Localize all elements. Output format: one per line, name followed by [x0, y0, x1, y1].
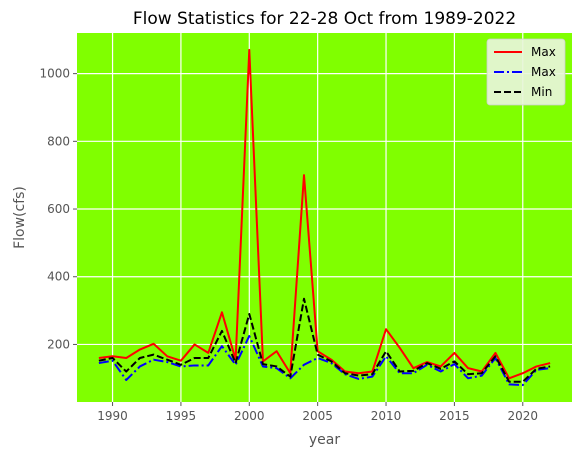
legend-box	[486, 38, 566, 106]
x-axis-label: year	[309, 432, 340, 448]
x-tick-label: 2005	[302, 409, 333, 423]
y-tick-label: 400	[47, 270, 70, 284]
legend: Max Max Min	[486, 38, 566, 106]
y-tick-label: 600	[47, 202, 70, 216]
x-tick-label: 2010	[371, 409, 402, 423]
grid	[77, 33, 572, 402]
y-tick-label: 800	[47, 134, 70, 148]
series-lines	[98, 48, 551, 387]
chart-title: Flow Statistics for 22-28 Oct from 1989-…	[133, 9, 516, 29]
y-tick-label: 1000	[39, 67, 70, 81]
x-tick-label: 2020	[508, 409, 539, 423]
series-line-max-1	[98, 48, 551, 380]
series-line-max-2	[98, 334, 551, 387]
legend-entry-label: Max	[531, 45, 556, 59]
x-tick-label: 2000	[234, 409, 265, 423]
axis-ticks: 1990 1995 2000 2005 2010 2015 2020 200 400 600 800…	[39, 67, 538, 423]
x-tick-label: 2015	[439, 409, 470, 423]
y-tick-label: 200	[47, 337, 70, 351]
legend-entry-label: Min	[531, 85, 552, 99]
x-tick-label: 1990	[97, 409, 128, 423]
x-tick-label: 1995	[166, 409, 197, 423]
y-axis-label: Flow(cfs)	[12, 186, 28, 249]
legend-entry-label: Max	[531, 65, 556, 79]
